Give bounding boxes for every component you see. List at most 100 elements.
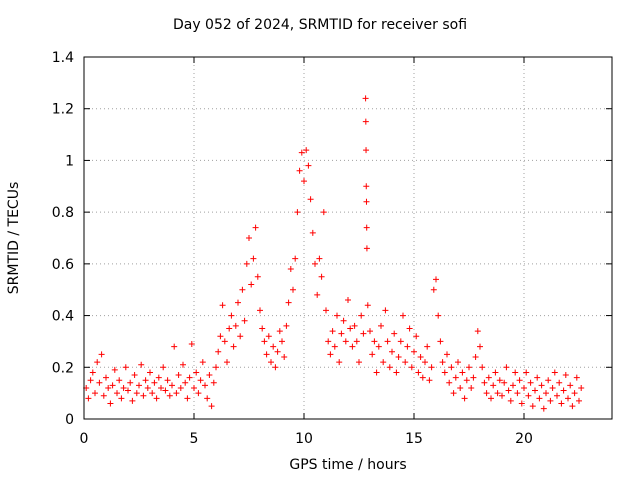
data-point xyxy=(477,343,483,350)
data-point xyxy=(206,372,213,379)
data-point xyxy=(406,325,413,332)
data-point xyxy=(411,348,417,355)
data-point xyxy=(488,395,494,402)
data-point xyxy=(384,338,391,345)
data-point xyxy=(367,328,373,335)
data-point xyxy=(481,379,488,386)
data-point xyxy=(283,322,290,329)
data-point xyxy=(331,343,338,350)
data-point xyxy=(485,374,492,381)
data-point xyxy=(345,297,351,304)
data-point xyxy=(540,405,547,412)
data-point xyxy=(358,312,365,319)
data-point xyxy=(527,379,534,386)
data-point xyxy=(153,395,160,402)
data-point xyxy=(186,374,193,381)
data-point xyxy=(455,359,461,366)
data-point xyxy=(109,382,116,389)
data-point xyxy=(140,392,147,399)
data-point xyxy=(177,384,184,391)
data-point xyxy=(100,392,107,399)
data-point xyxy=(363,147,370,154)
data-point xyxy=(208,403,215,410)
data-point xyxy=(360,330,367,337)
data-point xyxy=(362,118,369,125)
data-point xyxy=(257,307,263,314)
data-point xyxy=(105,384,112,391)
data-point xyxy=(195,390,202,397)
data-point xyxy=(364,302,371,309)
data-point xyxy=(235,299,241,306)
data-point xyxy=(457,384,464,391)
x-tick-label: 15 xyxy=(405,431,423,447)
data-point xyxy=(413,333,420,340)
data-point xyxy=(375,343,382,350)
data-point xyxy=(329,328,336,335)
data-point xyxy=(323,307,329,314)
plot-frame xyxy=(83,56,613,420)
data-point xyxy=(578,384,585,391)
data-point xyxy=(111,366,118,373)
data-point xyxy=(430,286,437,293)
data-point xyxy=(444,351,450,358)
data-point xyxy=(490,382,497,389)
y-tick-label: 0.4 xyxy=(52,309,74,325)
data-point xyxy=(276,328,283,335)
data-point xyxy=(87,377,94,384)
data-point xyxy=(221,338,228,345)
data-point xyxy=(404,343,411,350)
x-axis-label: GPS time / hours xyxy=(289,457,407,473)
data-point xyxy=(290,286,296,293)
data-point xyxy=(446,379,453,386)
data-point xyxy=(118,395,125,402)
y-tick-label: 0.8 xyxy=(52,205,74,221)
data-point xyxy=(270,343,277,350)
data-point xyxy=(197,377,204,384)
data-point xyxy=(529,403,536,410)
data-point xyxy=(248,281,255,288)
data-point xyxy=(171,343,178,350)
data-point xyxy=(309,229,316,236)
data-point xyxy=(532,387,538,394)
data-point xyxy=(254,273,261,280)
data-point xyxy=(408,364,415,371)
data-point xyxy=(562,372,569,379)
data-point xyxy=(136,382,142,389)
data-point xyxy=(263,351,270,358)
data-point xyxy=(351,322,358,329)
data-point xyxy=(441,369,448,376)
data-point xyxy=(96,379,103,386)
data-point xyxy=(272,364,279,371)
data-point xyxy=(336,359,343,366)
data-point xyxy=(503,364,510,371)
grid-lines xyxy=(84,57,612,419)
data-point xyxy=(307,196,314,203)
data-point xyxy=(499,392,505,399)
data-point xyxy=(147,369,153,376)
data-point xyxy=(191,384,197,391)
data-point xyxy=(250,255,257,262)
y-axis-label: SRMTID / TECUs xyxy=(6,181,22,295)
data-markers xyxy=(83,95,585,412)
data-point xyxy=(389,348,395,355)
data-point xyxy=(461,395,468,402)
data-point xyxy=(314,291,321,298)
data-point xyxy=(549,384,556,391)
data-point xyxy=(571,390,578,397)
data-point xyxy=(241,317,248,324)
data-point xyxy=(391,330,398,337)
data-point xyxy=(569,403,576,410)
data-point xyxy=(316,255,323,262)
data-point xyxy=(180,361,186,368)
data-point xyxy=(554,392,560,399)
data-point xyxy=(518,400,525,407)
data-point xyxy=(521,384,527,391)
data-point xyxy=(400,312,406,319)
data-point xyxy=(182,379,189,386)
data-point xyxy=(551,369,558,376)
y-tick-label: 1 xyxy=(65,153,74,169)
data-point xyxy=(138,361,145,368)
data-point xyxy=(246,235,252,241)
data-point xyxy=(274,348,281,355)
data-point xyxy=(428,364,435,371)
